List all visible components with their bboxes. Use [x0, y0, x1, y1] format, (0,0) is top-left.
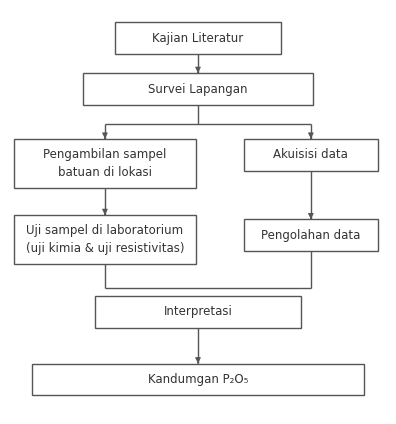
FancyBboxPatch shape — [115, 22, 281, 54]
FancyBboxPatch shape — [32, 363, 364, 395]
Text: Pengambilan sampel
batuan di lokasi: Pengambilan sampel batuan di lokasi — [43, 148, 167, 179]
FancyBboxPatch shape — [244, 139, 378, 170]
FancyBboxPatch shape — [14, 139, 196, 187]
Text: Kandumgan P₂O₅: Kandumgan P₂O₅ — [148, 373, 248, 386]
FancyBboxPatch shape — [83, 73, 313, 105]
Text: Kajian Literatur: Kajian Literatur — [152, 32, 244, 45]
Text: Pengolahan data: Pengolahan data — [261, 229, 360, 242]
Text: Uji sampel di laboratorium
(uji kimia & uji resistivitas): Uji sampel di laboratorium (uji kimia & … — [26, 224, 184, 255]
Text: Survei Lapangan: Survei Lapangan — [148, 83, 248, 95]
FancyBboxPatch shape — [95, 296, 301, 327]
Text: Akuisisi data: Akuisisi data — [273, 148, 348, 161]
Text: Interpretasi: Interpretasi — [164, 305, 232, 318]
FancyBboxPatch shape — [244, 220, 378, 251]
FancyBboxPatch shape — [14, 215, 196, 264]
